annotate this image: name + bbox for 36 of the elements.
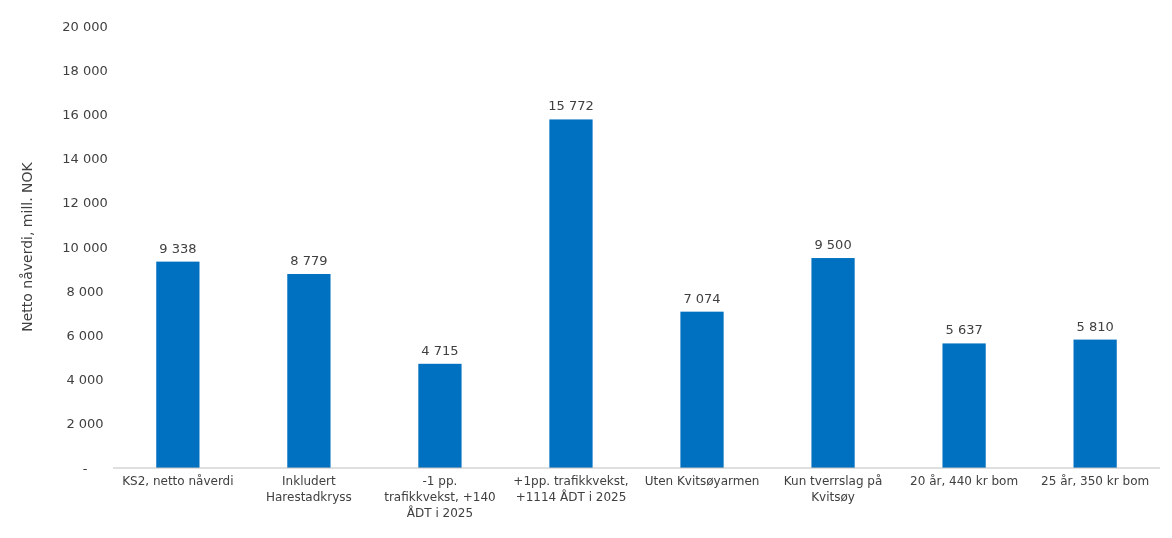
data-label: 5 810 [1076, 318, 1114, 334]
x-tick-label: 25 år, 350 kr bom [1041, 474, 1150, 488]
bar [811, 258, 855, 468]
y-tick-label: 8 000 [66, 283, 104, 299]
y-axis-title: Netto nåverdi, mill. NOK [19, 161, 35, 332]
x-tick-label: KS2, netto nåverdi [122, 474, 234, 488]
y-tick-label: 12 000 [62, 195, 108, 211]
bar [287, 273, 331, 468]
bar [942, 343, 986, 468]
x-tick-label: Uten Kvitsøyarmen [644, 474, 760, 488]
bar [680, 311, 724, 468]
y-tick-label: 16 000 [62, 106, 108, 122]
y-tick-label: 2 000 [66, 416, 104, 432]
x-tick-label: -1 pp. trafikkvekst, +140 ÅDT i 2025 [384, 474, 496, 520]
data-label: 4 715 [421, 342, 459, 358]
y-tick-label: 14 000 [62, 151, 108, 167]
y-tick-label: 6 000 [66, 327, 104, 343]
data-label: 7 074 [683, 290, 721, 306]
data-label: 5 637 [945, 322, 983, 338]
y-tick-label: - [82, 460, 88, 476]
x-tick-label: 20 år, 440 kr bom [910, 474, 1019, 488]
data-label: 8 779 [290, 252, 328, 268]
x-tick-label: Kun tverrslag på Kvitsøy [783, 474, 883, 504]
data-label: 9 500 [814, 237, 852, 253]
y-tick-label: 4 000 [66, 372, 104, 388]
bar [418, 363, 462, 468]
bar [1073, 339, 1117, 468]
y-tick-label: 10 000 [62, 239, 108, 255]
y-tick-label: 18 000 [62, 62, 108, 78]
data-label: 9 338 [159, 240, 197, 256]
x-tick-label: +1pp. trafikkvekst, +1114 ÅDT i 2025 [513, 474, 629, 504]
x-tick-label: Inkludert Harestadkryss [265, 474, 352, 504]
bar [156, 261, 200, 468]
data-label: 15 772 [548, 98, 594, 114]
bar [549, 119, 593, 468]
y-tick-label: 20 000 [62, 18, 108, 34]
